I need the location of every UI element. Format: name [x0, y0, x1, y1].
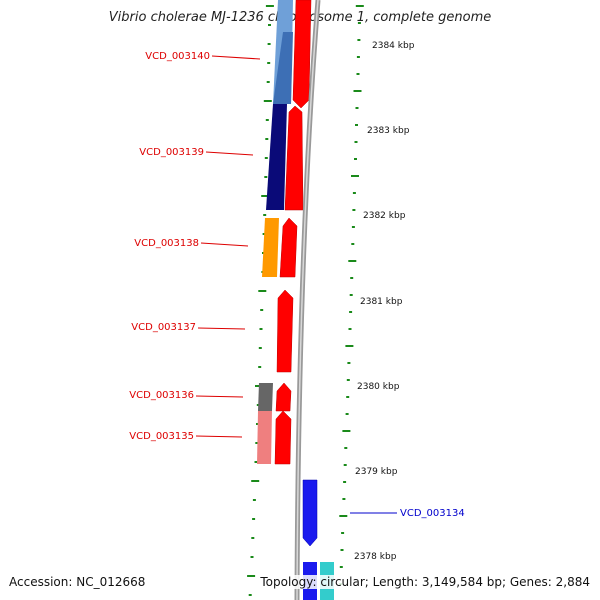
gene-label-vcd-003139[interactable]: VCD_003139: [139, 147, 204, 158]
leader-line: [195, 435, 243, 438]
cog-block-steel-blue: [273, 32, 293, 104]
gene-arrow-vcd-003136: [275, 382, 292, 412]
gene-labels: VCD_003140 VCD_003139 VCD_003138 VCD_003…: [129, 51, 464, 519]
cog-block-navy: [266, 104, 287, 210]
accession-label: Accession: NC_012668: [9, 575, 146, 589]
leader-line: [205, 151, 254, 156]
kbp-label: 2383 kbp: [367, 126, 410, 136]
cog-block-orange: [262, 218, 279, 277]
gene-label-vcd-003137[interactable]: VCD_003137: [131, 322, 196, 333]
reverse-gene-lane: [274, 0, 312, 465]
gene-arrow-vcd-003140: [292, 0, 312, 109]
cog-block-gray: [258, 383, 273, 411]
genome-summary: Topology: circular; Length: 3,149,584 bp…: [260, 575, 590, 589]
kbp-label: 2379 kbp: [355, 467, 398, 477]
gene-arrow-vcd-003135: [274, 410, 292, 465]
leader-line: [211, 55, 261, 60]
gene-arrow-vcd-003139: [284, 105, 304, 211]
leader-line: [200, 242, 249, 247]
genome-backbone-highlight: [296, 0, 319, 600]
kbp-label: 2381 kbp: [360, 297, 403, 307]
gene-label-vcd-003138[interactable]: VCD_003138: [134, 238, 199, 249]
gene-label-vcd-003135[interactable]: VCD_003135: [129, 431, 194, 442]
gene-label-leaders: [195, 55, 397, 514]
cog-color-lane: [257, 0, 293, 464]
inner-tick-ring: [247, 5, 274, 596]
kbp-label: 2384 kbp: [372, 41, 415, 51]
outer-tick-ring: [339, 5, 364, 585]
gene-arrow-vcd-003138: [279, 217, 298, 278]
gene-arrow-vcd-003134: [302, 479, 318, 547]
gene-label-vcd-003134[interactable]: VCD_003134: [400, 508, 465, 519]
kbp-label: 2378 kbp: [354, 552, 397, 562]
cog-block-pink: [257, 411, 272, 464]
kbp-axis-labels: 2384 kbp 2383 kbp 2382 kbp 2381 kbp 2380…: [354, 41, 415, 562]
leader-line: [195, 395, 244, 398]
kbp-label: 2380 kbp: [357, 382, 400, 392]
leader-line: [197, 327, 246, 330]
gene-arrow-vcd-003137: [276, 289, 294, 373]
gene-label-vcd-003136[interactable]: VCD_003136: [129, 390, 194, 401]
gene-label-vcd-003140[interactable]: VCD_003140: [145, 51, 210, 62]
kbp-label: 2382 kbp: [363, 211, 406, 221]
